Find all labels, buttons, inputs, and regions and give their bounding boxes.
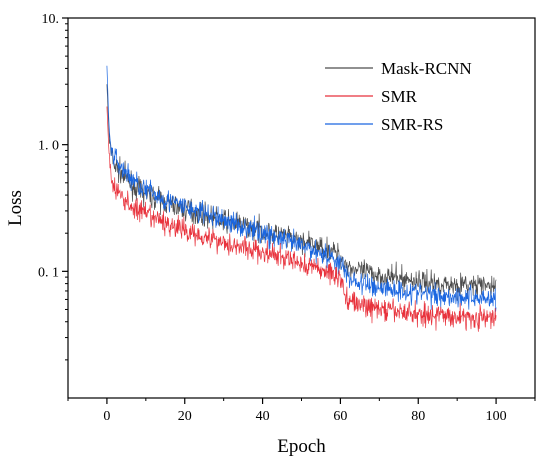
x-axis-label: Epoch (277, 436, 326, 457)
legend-label: SMR-RS (381, 115, 443, 134)
y-tick-label: 1. 0 (38, 139, 59, 154)
x-tick-label: 60 (333, 409, 347, 424)
series-layer (106, 65, 497, 332)
series-line-smr (106, 106, 497, 332)
x-tick-label: 100 (486, 409, 507, 424)
legend-label: Mask-RCNN (381, 59, 472, 78)
x-tick-label: 80 (411, 409, 425, 424)
x-tick-label: 40 (256, 409, 270, 424)
ticks-layer: 0 20 40 60 80 100 0. 1 1. 0 10. (38, 12, 536, 424)
x-tick-label: 0 (103, 409, 110, 424)
y-tick-label: 0. 1 (38, 265, 59, 280)
series-line-smr-rs (106, 65, 497, 312)
legend-label: SMR (381, 87, 418, 106)
y-tick-label: 10. (42, 12, 60, 27)
legend: Mask-RCNN SMR SMR-RS (325, 59, 472, 134)
x-tick-label: 20 (178, 409, 192, 424)
y-axis-label: Loss (5, 190, 26, 226)
